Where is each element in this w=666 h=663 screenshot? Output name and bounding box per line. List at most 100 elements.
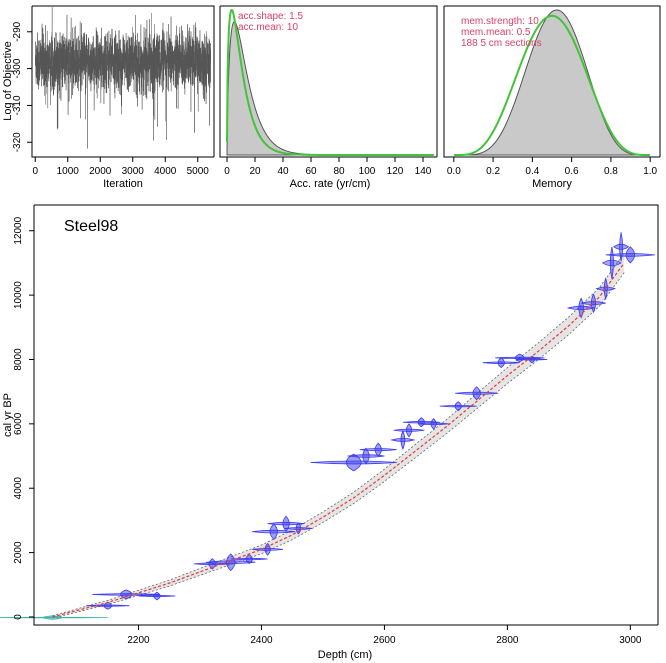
calibrated-date: [439, 401, 477, 412]
calibrated-date: [482, 357, 520, 369]
memory-prior-curve: [454, 14, 650, 156]
memory-x-tick-label: 0.8: [604, 166, 618, 177]
date-age-density: [400, 429, 406, 450]
iterations-axis-box: [31, 5, 215, 158]
acc-rate-x-tick-label: 60: [305, 166, 317, 177]
iterations-y-tick-label: -320: [12, 132, 23, 152]
model-mean-line: [52, 264, 624, 618]
calibrated-date: [230, 554, 268, 565]
iterations-x-tick-label: 1000: [57, 166, 80, 177]
age-depth-y-axis: 0 2000 4000 6000 8000 10000 12000: [13, 216, 34, 620]
acc-rate-x-axis: 0 20 40 60 80 100 120 140: [224, 157, 432, 177]
depth-x-tick-label: 2400: [250, 635, 273, 646]
calibrated-date: [601, 246, 622, 280]
model-band-lower: [52, 272, 625, 619]
date-age-density: [472, 386, 481, 401]
depth-x-tick-label: 2200: [127, 635, 150, 646]
age-y-tick-label: 4000: [13, 477, 24, 500]
date-age-density: [103, 601, 112, 610]
acc-rate-x-tick-label: 0: [224, 166, 230, 177]
calibrated-date: [581, 293, 606, 314]
iterations-y-tick-label: -300: [12, 58, 23, 78]
calibrated-date: [310, 453, 397, 472]
date-age-density: [609, 246, 614, 280]
acc-rate-x-tick-label: 20: [249, 166, 261, 177]
iteration-trace: [35, 7, 211, 149]
date-age-density: [245, 554, 253, 565]
date-age-density: [417, 417, 425, 428]
mem-mean-legend: mem.mean: 0.5: [461, 27, 531, 38]
calibrated-date: [393, 423, 425, 438]
age-y-tick-label: 10000: [13, 281, 24, 309]
calibrated-date: [252, 523, 296, 540]
age-depth-ylabel: cal yr BP: [2, 393, 14, 437]
iterations-ylabel: Log of Objective: [2, 41, 14, 121]
date-age-density: [42, 615, 63, 620]
date-age-density: [269, 523, 278, 540]
acc-shape-legend: acc.shape: 1.5: [238, 11, 303, 22]
iterations-x-tick-label: 2000: [89, 166, 112, 177]
model-band-fill: [52, 253, 625, 619]
date-age-density: [625, 246, 636, 264]
calibrated-date: [595, 277, 617, 301]
date-age-density: [603, 277, 608, 301]
model-uncertainty-band: [52, 253, 625, 619]
calibrated-date: [138, 591, 176, 601]
iterations-panel: -290 -300 -310 -320 0 1000 2000 3000 4000 5000 I…: [2, 5, 215, 190]
depth-x-tick-label: 2600: [373, 635, 396, 646]
age-depth-axis-box: [33, 204, 659, 626]
iterations-x-axis: 0 1000 2000 3000 4000 5000: [32, 157, 209, 177]
memory-x-tick-label: 0.4: [525, 166, 539, 177]
date-age-density: [295, 522, 302, 535]
memory-x-tick-label: 0.2: [486, 166, 500, 177]
memory-x-tick-label: 0.0: [447, 166, 461, 177]
date-age-density: [345, 453, 362, 472]
depth-x-tick-label: 2800: [496, 635, 519, 646]
age-y-tick-label: 12000: [13, 216, 24, 244]
date-age-density: [430, 418, 437, 430]
sections-legend: 188 5 cm sections: [461, 38, 542, 49]
age-y-tick-label: 0: [13, 614, 24, 620]
model-band-upper: [52, 253, 625, 617]
calibrated-date: [359, 442, 397, 457]
age-depth-xlabel: Depth (cm): [318, 649, 372, 661]
calibrated-date: [267, 515, 305, 532]
iterations-y-tick-label: -310: [12, 95, 23, 115]
calibrated-date: [206, 553, 256, 572]
date-age-density: [497, 357, 505, 369]
acc-rate-xlabel: Acc. rate (yr/cm): [290, 178, 371, 190]
memory-x-tick-label: 1.0: [643, 166, 657, 177]
acc-rate-panel: 0 20 40 60 80 100 120 140 Acc. rate (yr/cm) acc…: [219, 5, 438, 190]
acc-rate-x-tick-label: 140: [415, 166, 432, 177]
date-age-density: [619, 232, 624, 262]
calibrated-date: [605, 246, 655, 264]
iterations-x-tick-label: 5000: [187, 166, 210, 177]
date-age-density: [454, 401, 462, 412]
age-y-tick-label: 2000: [13, 541, 24, 564]
calibrated-date: [390, 429, 416, 450]
date-age-density: [362, 447, 370, 465]
age-depth-x-axis: 2200 2400 2600 2800 3000: [127, 625, 642, 646]
age-y-tick-label: 8000: [13, 348, 24, 371]
core-title: Steel98: [64, 218, 118, 235]
iterations-xlabel: Iteration: [103, 178, 143, 190]
age-y-tick-label: 6000: [13, 412, 24, 435]
iterations-y-axis: -290 -300 -310 -320: [12, 21, 32, 152]
mem-strength-legend: mem.strength: 10: [461, 16, 539, 27]
memory-posterior-area: [453, 9, 651, 156]
acc-rate-x-tick-label: 80: [333, 166, 345, 177]
date-age-density: [590, 293, 596, 314]
iterations-x-tick-label: 3000: [122, 166, 145, 177]
iterations-x-tick-label: 0: [32, 166, 38, 177]
date-age-density: [153, 591, 161, 601]
iterations-x-tick-label: 4000: [154, 166, 177, 177]
date-age-density: [119, 589, 133, 600]
acc-rate-x-tick-label: 120: [387, 166, 404, 177]
acc-rate-x-tick-label: 100: [359, 166, 376, 177]
date-age-density: [282, 515, 290, 532]
memory-xlabel: Memory: [532, 178, 572, 190]
calibrated-date: [347, 447, 385, 465]
age-depth-panel: 0 2000 4000 6000 8000 10000 12000 2200 2400 2600…: [0, 204, 659, 661]
acc-rate-prior-curve: [226, 8, 434, 156]
